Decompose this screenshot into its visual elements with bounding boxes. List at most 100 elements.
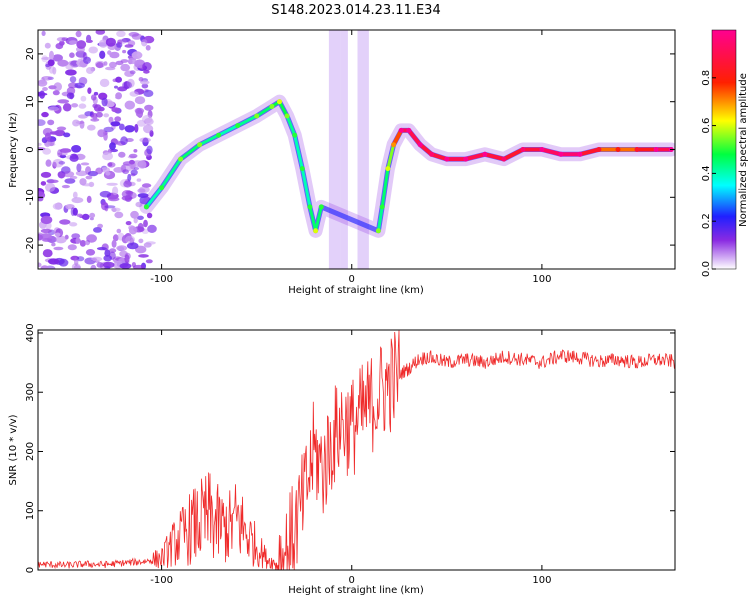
noise-speckle (42, 249, 53, 258)
noise-speckle (120, 136, 128, 146)
ridge-segment (236, 114, 259, 128)
ridge-point (501, 156, 507, 162)
noise-speckle (47, 119, 55, 126)
noise-speckle (58, 161, 66, 165)
noise-speckle (138, 238, 144, 244)
noise-speckle (38, 196, 44, 202)
ridge-segment (308, 205, 318, 233)
noise-speckle (81, 213, 90, 220)
noise-speckle (119, 38, 127, 44)
noise-speckle (79, 178, 87, 186)
noise-speckle (126, 242, 139, 250)
noise-speckle (139, 137, 151, 143)
noise-speckle (143, 124, 154, 134)
ridge-point (520, 147, 526, 152)
spectrogram-y-axis-label: Frequency (Hz) (8, 112, 19, 188)
noise-speckle (134, 107, 145, 114)
ridge-point (318, 204, 324, 210)
noise-speckle (107, 162, 116, 168)
ridge-segment (429, 152, 449, 162)
ridge-point (299, 166, 305, 172)
noise-speckle (146, 145, 153, 155)
noise-speckle (97, 223, 103, 229)
noise-speckle (141, 39, 148, 47)
ridge-segment (380, 167, 390, 209)
ridge-segment (278, 100, 289, 118)
snr-y-axis-label: SNR (10 * v/v) (8, 414, 19, 485)
noise-speckle (86, 234, 97, 243)
noise-speckle (129, 91, 139, 97)
noise-speckle (146, 212, 153, 219)
noise-speckle (124, 254, 130, 264)
spectrogram-x-axis-label: Height of straight line (km) (288, 285, 424, 296)
noise-speckle (87, 87, 92, 94)
noise-speckle (86, 195, 92, 203)
noise-speckle (48, 85, 57, 90)
noise-speckle (38, 262, 42, 268)
noise-speckle (85, 175, 93, 180)
noise-speckle (137, 193, 149, 198)
noise-speckle (140, 80, 150, 85)
noise-speckle (141, 183, 152, 188)
ridge-segment (179, 143, 202, 161)
noise-speckle (69, 52, 75, 58)
noise-speckle (66, 92, 75, 99)
noise-speckle (87, 170, 99, 177)
noise-speckle (80, 162, 90, 166)
noise-speckle (127, 173, 132, 182)
noise-speckle (75, 237, 81, 244)
noise-speckle (69, 175, 78, 180)
noise-speckle (109, 142, 116, 151)
ridge-point (634, 147, 640, 152)
noise-speckle (109, 248, 117, 253)
noise-speckle (105, 37, 116, 47)
ridge-point (539, 147, 545, 152)
noise-speckle (130, 210, 139, 219)
ridge-point (379, 204, 385, 210)
noise-speckle (80, 95, 87, 102)
ridge-point (406, 127, 412, 133)
x-tick-label: 100 (532, 274, 551, 285)
noise-speckle (133, 217, 138, 224)
noise-speckle (112, 234, 119, 242)
noise-speckle (87, 124, 96, 131)
ridge-segment (285, 114, 297, 137)
noise-speckle (104, 205, 116, 209)
noise-speckle (55, 235, 67, 244)
noise-speckle (123, 180, 132, 188)
noise-speckle (109, 51, 120, 59)
noise-speckle (105, 171, 111, 176)
noise-speckle (49, 131, 59, 135)
noise-speckle (91, 256, 103, 262)
noise-speckle (101, 167, 110, 173)
noise-speckle (44, 132, 51, 141)
snr-panel: -100 0 100 0 100 200 300 400 Height of straigh… (8, 323, 676, 596)
noise-speckle (41, 57, 52, 60)
noise-speckle (79, 120, 85, 129)
noise-speckle (89, 217, 94, 221)
noise-speckle (147, 224, 157, 233)
noise-speckle (55, 43, 64, 50)
noise-speckle (41, 76, 52, 81)
noise-speckle (88, 46, 98, 54)
ridge-point (558, 151, 564, 157)
y-tick-label: 100 (25, 501, 36, 520)
noise-speckle (42, 87, 48, 91)
noise-speckle (98, 39, 108, 48)
noise-speckle (138, 254, 149, 258)
noise-speckle (40, 171, 52, 178)
snr-x-ticks: -100 0 100 (150, 330, 551, 586)
noise-speckle (141, 83, 149, 89)
colorbar-tick-label: 0.4 (701, 165, 712, 181)
noise-speckle (95, 62, 104, 69)
spectrogram-y-ticks: -20 -10 0 10 20 (25, 48, 675, 253)
noise-speckle (49, 50, 54, 60)
ridge-point (444, 156, 450, 162)
ridge-segment (386, 143, 396, 171)
colorbar-gradient (711, 29, 737, 270)
noise-speckle (76, 213, 83, 218)
noise-speckle (115, 92, 122, 100)
y-tick-label: 300 (25, 383, 36, 402)
noise-speckle (71, 145, 82, 153)
noise-speckle (132, 264, 145, 269)
